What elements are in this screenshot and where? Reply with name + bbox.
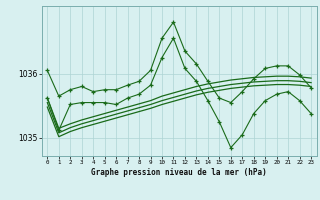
X-axis label: Graphe pression niveau de la mer (hPa): Graphe pression niveau de la mer (hPa)	[91, 168, 267, 177]
